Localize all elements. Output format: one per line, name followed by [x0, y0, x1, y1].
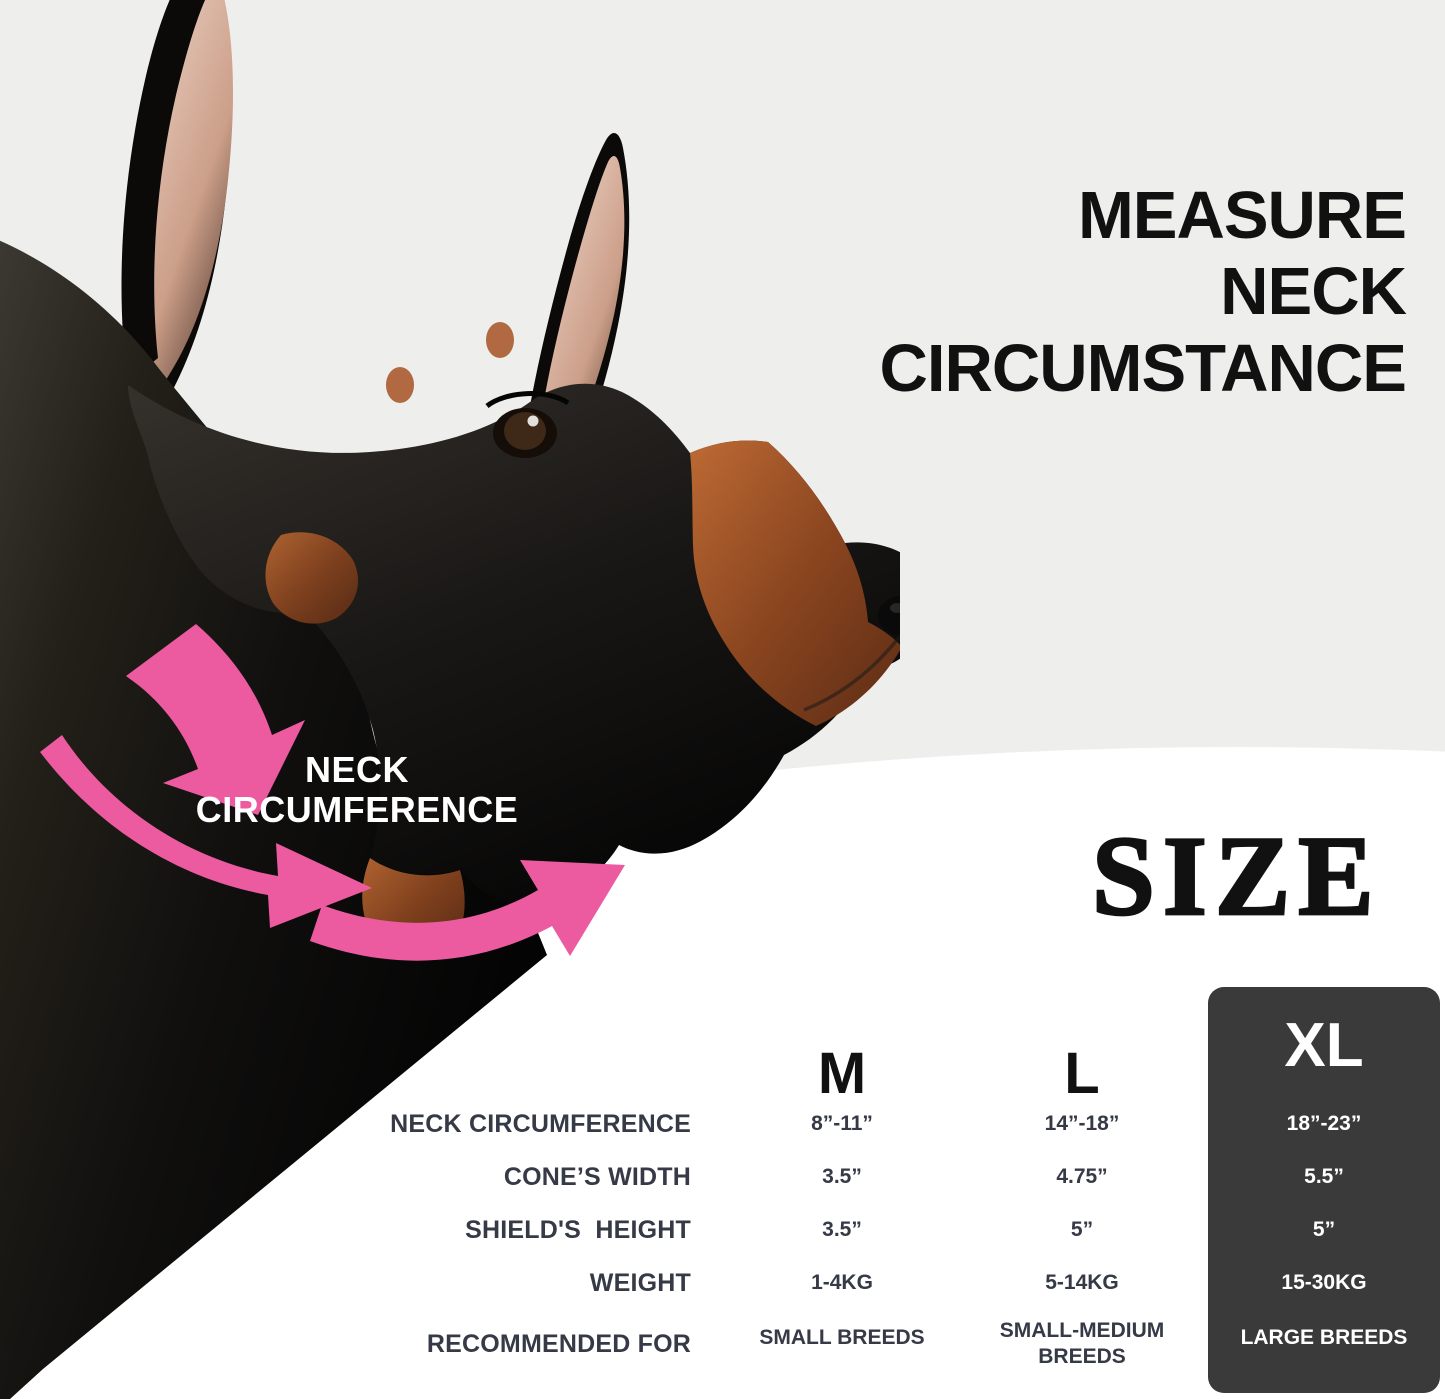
- svg-text:CIRCUMFERENCE: CIRCUMFERENCE: [196, 789, 519, 830]
- svg-text:NECK: NECK: [305, 749, 409, 790]
